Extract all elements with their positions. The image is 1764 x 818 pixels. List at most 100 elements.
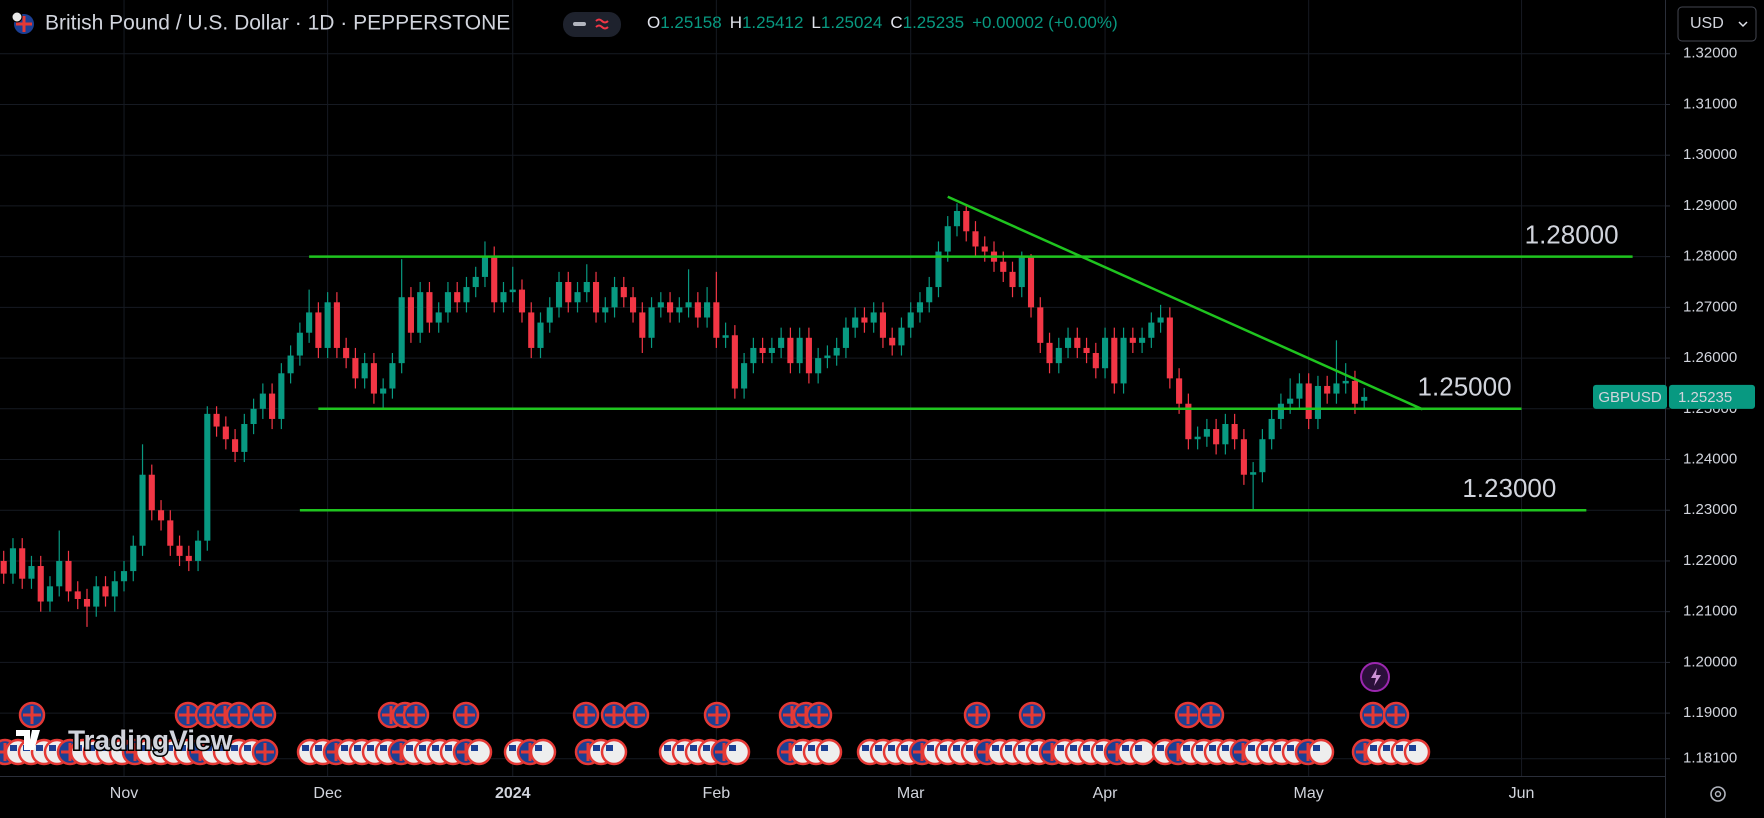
- candle-body: [1176, 378, 1183, 404]
- candle-body: [250, 408, 257, 425]
- candle-body: [176, 545, 183, 556]
- event-flag-cross: [1179, 706, 1197, 724]
- event-us[interactable]: [815, 738, 843, 766]
- level-label: 1.23000: [1462, 473, 1556, 503]
- candle-body: [778, 337, 785, 348]
- indicator-pill[interactable]: [563, 12, 621, 37]
- event-flag-canton: [140, 745, 147, 751]
- symbol-tag-label: GBPUSD: [1598, 389, 1662, 406]
- y-tick-label: 1.23000: [1683, 501, 1737, 518]
- candle-body: [1037, 307, 1044, 343]
- candle-body: [74, 591, 81, 599]
- candle-body: [167, 520, 174, 546]
- event-flag-canton: [75, 745, 82, 751]
- currency-selector[interactable]: USD: [1677, 6, 1757, 42]
- candle-body: [1314, 385, 1321, 419]
- candle-body: [93, 586, 100, 607]
- candle-body: [639, 312, 646, 338]
- currency-label[interactable]: USD: [1690, 15, 1724, 32]
- event-flag-canton: [1096, 745, 1103, 751]
- candle-body: [889, 337, 896, 346]
- event-flag-canton: [1409, 745, 1416, 751]
- y-tick-label: 1.29000: [1683, 197, 1737, 214]
- event-markers: [0, 662, 1431, 766]
- event-us[interactable]: [1307, 738, 1335, 766]
- x-tick-label: Mar: [897, 785, 925, 802]
- candle-body: [833, 347, 840, 356]
- candle-body: [944, 226, 951, 252]
- settings-icon[interactable]: [1710, 786, 1726, 802]
- event-flag-cross: [457, 706, 475, 724]
- symbol-title[interactable]: British Pound / U.S. Dollar · 1D · PEPPE…: [45, 12, 510, 35]
- candle-body: [935, 251, 942, 288]
- candle-body: [269, 393, 276, 419]
- x-tick-label: 2024: [495, 785, 531, 802]
- event-flag-canton: [1248, 745, 1255, 751]
- candle-body: [306, 312, 313, 333]
- logo-text[interactable]: TradingView: [67, 723, 235, 757]
- event-flag-canton: [88, 745, 95, 751]
- candle-body: [1055, 347, 1062, 364]
- event-flag-canton: [992, 745, 999, 751]
- event-flag-canton: [1057, 745, 1064, 751]
- event-flag-canton: [166, 745, 173, 751]
- pill-icon-wave: [595, 18, 609, 30]
- candle-body: [1166, 317, 1173, 379]
- event-flag-cross: [1387, 706, 1405, 724]
- event-us[interactable]: [1129, 738, 1157, 766]
- candle-body: [592, 281, 600, 313]
- event-flag-cross: [968, 706, 986, 724]
- event-flag-canton: [821, 745, 828, 751]
- event-flag-canton: [231, 745, 238, 751]
- event-highlight-icon: [1371, 668, 1381, 686]
- event-us[interactable]: [1403, 738, 1431, 766]
- event-flag-cross: [23, 706, 41, 724]
- event-flag-cross: [407, 706, 425, 724]
- event-flag-cross: [256, 743, 274, 761]
- candle-body: [1120, 337, 1127, 384]
- candle-body: [842, 327, 849, 348]
- event-flag-canton: [10, 745, 17, 751]
- symbol-icon-us: [11, 11, 23, 23]
- symbol-tag: [1593, 384, 1667, 409]
- event-flag-canton: [940, 745, 947, 751]
- candle-body: [1074, 337, 1081, 348]
- event-flag-canton: [901, 745, 908, 751]
- event-flag-canton: [1005, 745, 1012, 751]
- candle-body: [1268, 418, 1275, 440]
- ohlc-readout: O1.25158 H1.25412 L1.25024 C1.25235 +0.00002…: [647, 13, 1118, 32]
- event-us[interactable]: [600, 738, 628, 766]
- candle-body: [620, 287, 627, 298]
- x-tick-label: May: [1294, 785, 1324, 802]
- candle-body: [555, 281, 563, 308]
- candle-body: [787, 337, 794, 364]
- event-flag-cross: [1202, 706, 1220, 724]
- event-flag-canton: [509, 745, 516, 751]
- candle-body: [130, 545, 137, 572]
- event-flag-canton: [888, 745, 895, 751]
- candle-body: [398, 297, 405, 364]
- candle-body: [389, 363, 396, 389]
- event-flag-cross: [1364, 706, 1382, 724]
- y-tick-label: 1.19000: [1683, 704, 1737, 721]
- candle-body: [583, 281, 590, 293]
- event-us[interactable]: [465, 738, 493, 766]
- candle-body: [185, 555, 192, 561]
- event-flag-canton: [1196, 745, 1203, 751]
- candle-body: [1018, 256, 1025, 288]
- candle-body: [953, 210, 961, 227]
- candle-body: [528, 312, 535, 348]
- event-us[interactable]: [723, 738, 751, 766]
- event-flag-canton: [1261, 745, 1268, 751]
- settings-button[interactable]: [1710, 786, 1726, 802]
- logo[interactable]: TradingView: [16, 723, 235, 757]
- level-label: 1.25000: [1418, 372, 1512, 402]
- ohlc-value: 1.25158: [660, 13, 721, 32]
- currency-button[interactable]: [1677, 6, 1757, 42]
- event-us[interactable]: [529, 738, 557, 766]
- candle-body: [667, 302, 674, 313]
- candle-body: [380, 388, 387, 394]
- event-flag-canton: [606, 745, 613, 751]
- candle-body: [768, 347, 775, 354]
